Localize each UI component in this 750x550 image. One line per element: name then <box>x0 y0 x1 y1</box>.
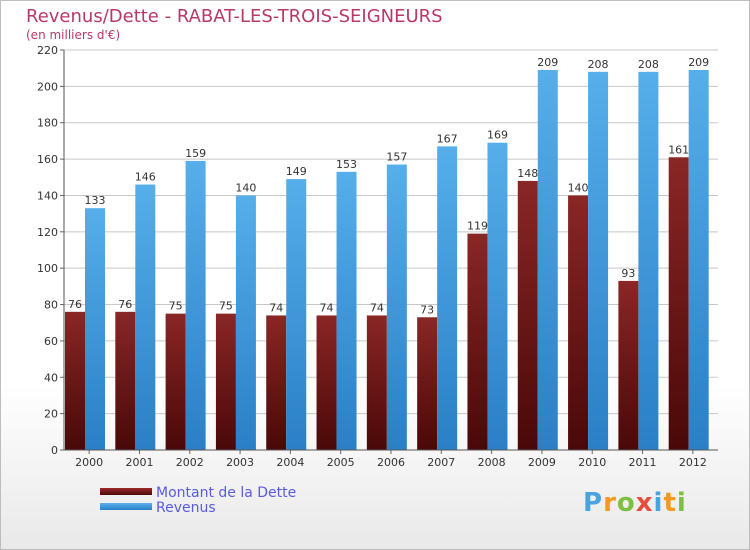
x-tick-label: 2003 <box>226 456 254 469</box>
data-label-debt: 74 <box>269 301 283 314</box>
y-tick-label: 200 <box>37 80 58 93</box>
x-tick-label: 2004 <box>276 456 304 469</box>
legend: Montant de la Dette Revenus <box>100 486 296 516</box>
bar-revenue <box>135 184 156 450</box>
bar-revenue <box>588 71 609 451</box>
bar-revenue <box>286 179 307 450</box>
bar-debt <box>517 180 538 450</box>
data-label-debt: 93 <box>621 267 635 280</box>
y-tick-label: 40 <box>44 371 58 384</box>
data-label-revenue: 209 <box>537 56 558 69</box>
data-label-revenue: 208 <box>588 58 609 71</box>
bar-debt <box>366 315 387 450</box>
bar-revenue <box>487 142 508 450</box>
bar-debt <box>215 313 236 450</box>
chart-subtitle: (en milliers d'€) <box>26 28 121 42</box>
y-tick-label: 0 <box>51 444 58 457</box>
y-tick-label: 60 <box>44 335 58 348</box>
legend-label-debt: Montant de la Dette <box>156 485 297 501</box>
y-tick-label: 220 <box>37 44 58 57</box>
x-tick-label: 2009 <box>528 456 556 469</box>
bar-revenue <box>688 70 709 450</box>
legend-item-revenue: Revenus <box>100 501 296 516</box>
bar-debt <box>165 313 186 450</box>
bar-revenue <box>336 171 357 450</box>
y-tick-label: 160 <box>37 153 58 166</box>
bar-debt <box>417 317 438 450</box>
x-tick-label: 2011 <box>629 456 657 469</box>
data-label-revenue: 133 <box>85 194 106 207</box>
data-label-revenue: 209 <box>688 56 709 69</box>
bar-revenue <box>437 146 458 450</box>
y-tick-label: 80 <box>44 299 58 312</box>
legend-item-debt: Montant de la Dette <box>100 486 296 501</box>
data-label-debt: 73 <box>420 303 434 316</box>
data-label-debt: 76 <box>118 298 132 311</box>
data-label-debt: 76 <box>68 298 82 311</box>
y-tick-label: 100 <box>37 262 58 275</box>
data-label-revenue: 208 <box>638 58 659 71</box>
x-tick-label: 2008 <box>478 456 506 469</box>
bar-revenue <box>537 70 558 450</box>
bar-revenue <box>185 160 206 450</box>
legend-swatch-revenue <box>100 503 152 510</box>
data-label-debt: 75 <box>219 300 233 313</box>
data-label-revenue: 159 <box>185 147 206 160</box>
data-label-revenue: 157 <box>386 151 407 164</box>
chart-title: Revenus/Dette - RABAT-LES-TROIS-SEIGNEUR… <box>26 6 443 27</box>
x-tick-label: 2006 <box>377 456 405 469</box>
legend-label-revenue: Revenus <box>156 500 216 516</box>
data-label-debt: 74 <box>370 301 384 314</box>
data-label-debt: 140 <box>568 181 589 194</box>
x-tick-label: 2005 <box>327 456 355 469</box>
data-label-revenue: 146 <box>135 171 156 184</box>
bar-debt <box>618 280 639 450</box>
bar-debt <box>65 311 85 450</box>
bar-debt <box>467 233 488 450</box>
data-label-revenue: 140 <box>235 181 256 194</box>
data-label-debt: 119 <box>467 220 488 233</box>
legend-swatch-debt <box>100 488 152 495</box>
bar-revenue <box>386 164 407 450</box>
y-tick-label: 180 <box>37 117 58 130</box>
x-tick-label: 2012 <box>679 456 707 469</box>
bar-debt <box>316 315 337 450</box>
data-label-revenue: 167 <box>437 132 458 145</box>
bar-debt <box>568 195 589 450</box>
data-label-revenue: 153 <box>336 158 357 171</box>
bar-revenue <box>235 195 256 450</box>
y-tick-label: 140 <box>37 189 58 202</box>
bar-debt <box>266 315 287 450</box>
data-label-debt: 74 <box>320 301 334 314</box>
bar-revenue <box>85 208 105 450</box>
bar-debt <box>115 311 136 450</box>
data-label-debt: 148 <box>517 167 538 180</box>
x-tick-label: 2010 <box>578 456 606 469</box>
x-tick-label: 2000 <box>75 456 103 469</box>
x-tick-label: 2001 <box>125 456 153 469</box>
data-label-debt: 161 <box>668 143 689 156</box>
bar-revenue <box>638 71 659 451</box>
bar-debt <box>668 157 689 451</box>
x-tick-label: 2002 <box>176 456 204 469</box>
y-tick-label: 120 <box>37 226 58 239</box>
data-label-revenue: 149 <box>286 165 307 178</box>
y-tick-label: 20 <box>44 408 58 421</box>
data-label-revenue: 169 <box>487 129 508 142</box>
data-label-debt: 75 <box>169 300 183 313</box>
x-tick-label: 2007 <box>427 456 455 469</box>
proxiti-logo: Proxiti <box>583 488 687 518</box>
